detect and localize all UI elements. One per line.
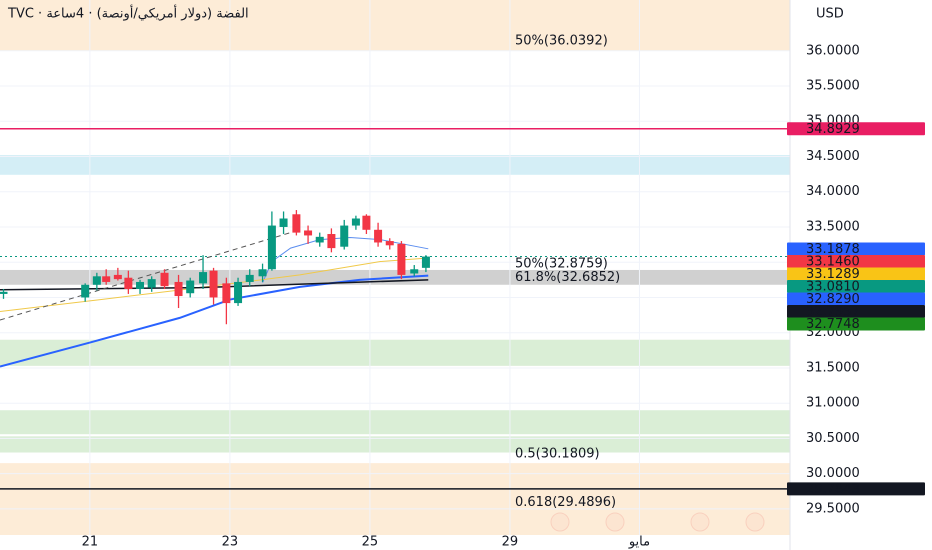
zone: [0, 0, 790, 51]
candle-body: [92, 276, 101, 285]
price-label: 33.1460: [806, 254, 860, 269]
x-tick-label: 23: [222, 535, 239, 550]
x-tick-label: مايو: [628, 535, 650, 550]
price-label: 33.0810: [806, 279, 860, 294]
zone: [0, 339, 790, 366]
annotation: 50%(32.8759): [515, 256, 608, 271]
y-tick-label: 31.5000: [806, 360, 860, 375]
price-label-box: [787, 292, 925, 306]
candle-body: [147, 279, 156, 288]
candle-body: [385, 241, 394, 246]
candle-body: [234, 281, 243, 304]
candle-body: [374, 229, 383, 243]
candle-body: [410, 269, 419, 274]
y-tick-label: 34.0000: [806, 184, 860, 199]
candle-body: [136, 281, 145, 289]
candle-body: [421, 256, 430, 268]
candle-body: [174, 281, 183, 297]
y-tick-label: 30.5000: [806, 431, 860, 446]
zone: [0, 410, 790, 435]
indicator-line: [0, 229, 301, 321]
candle-body: [267, 225, 276, 270]
candle-body: [304, 230, 313, 236]
candle-body: [362, 215, 371, 230]
candle-body: [292, 214, 301, 233]
candle-body: [351, 218, 360, 226]
candle-body: [279, 218, 288, 227]
candle-body: [113, 274, 122, 280]
price-label-box: [787, 304, 925, 318]
price-label-box: [787, 482, 925, 496]
price-label-box: [787, 242, 925, 256]
price-label: 32.8290: [806, 292, 860, 307]
candle-body: [315, 236, 324, 243]
price-label: 32.7748: [806, 317, 860, 332]
x-tick-label: 25: [362, 535, 379, 550]
zone: [0, 155, 790, 175]
candle-body: [0, 291, 8, 294]
price-label: 33.1289: [806, 267, 860, 282]
price-label: 34.8929: [806, 122, 860, 137]
candle-body: [81, 284, 90, 298]
y-tick-label: 35.5000: [806, 78, 860, 93]
candle-body: [222, 283, 231, 304]
x-tick-label: 29: [502, 535, 519, 550]
axis-unit: USD: [816, 7, 844, 22]
candle-body: [397, 243, 406, 275]
y-tick-label: 31.0000: [806, 396, 860, 411]
candle-body: [102, 276, 111, 282]
price-label-box: [787, 279, 925, 293]
annotation: 0.618(29.4896): [515, 495, 616, 510]
candle-body: [160, 272, 169, 287]
annotation: 61.8%(32.6852): [515, 270, 620, 285]
price-label-box: [787, 267, 925, 281]
y-tick-label: 29.5000: [806, 501, 860, 516]
candle-body: [340, 225, 349, 247]
price-label: 32.7957: [806, 304, 860, 319]
candle-body: [258, 269, 267, 277]
candle-body: [209, 270, 218, 298]
price-label: 33.1878: [806, 242, 860, 257]
price-label-box: [787, 317, 925, 331]
candle-body: [245, 274, 254, 282]
zone: [0, 436, 790, 453]
price-label-box: [787, 122, 925, 136]
x-tick-label: 21: [82, 535, 99, 550]
candle-body: [199, 272, 208, 284]
price-label: 29.7843: [806, 482, 860, 497]
candle-body: [327, 234, 336, 249]
y-tick-label: 30.0000: [806, 466, 860, 481]
candle-body: [124, 277, 133, 289]
y-tick-label: 36.0000: [806, 43, 860, 58]
y-tick-label: 34.5000: [806, 149, 860, 164]
price-label-box: [787, 254, 925, 268]
annotation: 50%(36.0392): [515, 33, 608, 48]
indicator-line: [0, 279, 429, 291]
zone: [0, 463, 790, 535]
y-tick-label: 33.5000: [806, 219, 860, 234]
candle-body: [186, 280, 195, 294]
annotation: 0.5(30.1809): [515, 446, 600, 461]
chart-title: TVC · الفضة (دولار أمريكي/أونصة) · 4ساعة: [7, 5, 249, 22]
